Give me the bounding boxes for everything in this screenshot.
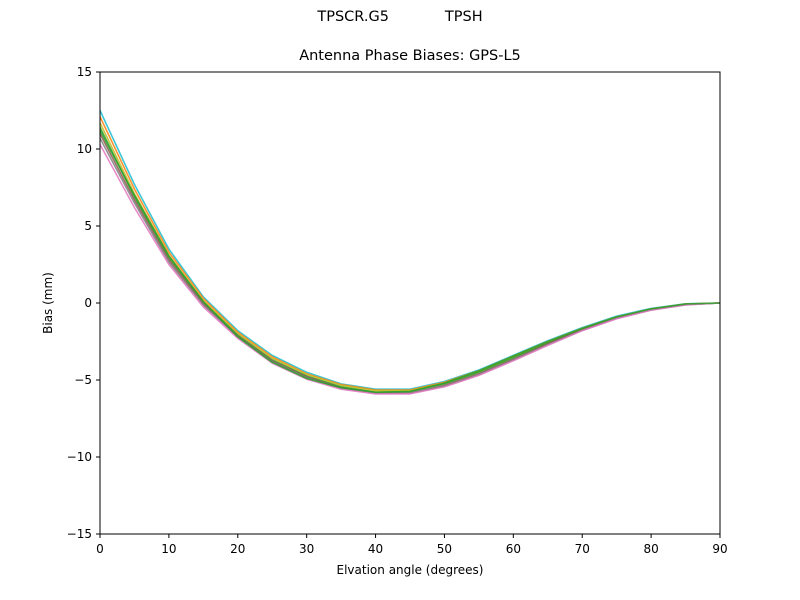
- x-axis-label: Elvation angle (degrees): [337, 563, 484, 577]
- y-tick-label: 10: [77, 142, 92, 156]
- chart-title: Antenna Phase Biases: GPS-L5: [299, 48, 521, 64]
- y-tick-label: 5: [84, 219, 92, 233]
- x-tick-label: 70: [575, 542, 590, 556]
- series-line: [99, 116, 721, 391]
- y-tick-label: −10: [67, 450, 92, 464]
- y-tick-label: −15: [67, 527, 92, 541]
- series-lines: [99, 110, 721, 395]
- x-tick-label: 0: [96, 542, 104, 556]
- series-line: [99, 122, 721, 392]
- y-axis-ticks: −15 −10 −5 0 5 10 15: [67, 65, 100, 541]
- x-tick-label: 80: [643, 542, 658, 556]
- series-line: [99, 110, 721, 391]
- y-tick-label: −5: [74, 373, 92, 387]
- series-line: [99, 137, 721, 394]
- antenna-type-label: TPSCR.G5: [317, 9, 389, 25]
- plot-frame: [99, 71, 721, 535]
- figure-suptitle: TPSCR.G5 TPSH: [0, 9, 800, 25]
- x-tick-label: 90: [712, 542, 727, 556]
- x-tick-label: 10: [161, 542, 176, 556]
- x-tick-label: 30: [299, 542, 314, 556]
- x-tick-label: 60: [506, 542, 521, 556]
- x-axis-ticks: 0 10 20 30 40 50 60 70 80 90: [96, 534, 728, 556]
- series-line: [99, 127, 721, 394]
- x-tick-label: 50: [437, 542, 452, 556]
- series-line: [99, 144, 721, 395]
- series-line: [99, 130, 721, 394]
- series-line: [99, 133, 721, 394]
- y-axis-label: Bias (mm): [41, 272, 55, 334]
- x-tick-label: 20: [230, 542, 245, 556]
- y-tick-label: 15: [77, 65, 92, 79]
- x-tick-label: 40: [368, 542, 383, 556]
- radome-label: TPSH: [444, 9, 483, 25]
- y-tick-label: 0: [84, 296, 92, 310]
